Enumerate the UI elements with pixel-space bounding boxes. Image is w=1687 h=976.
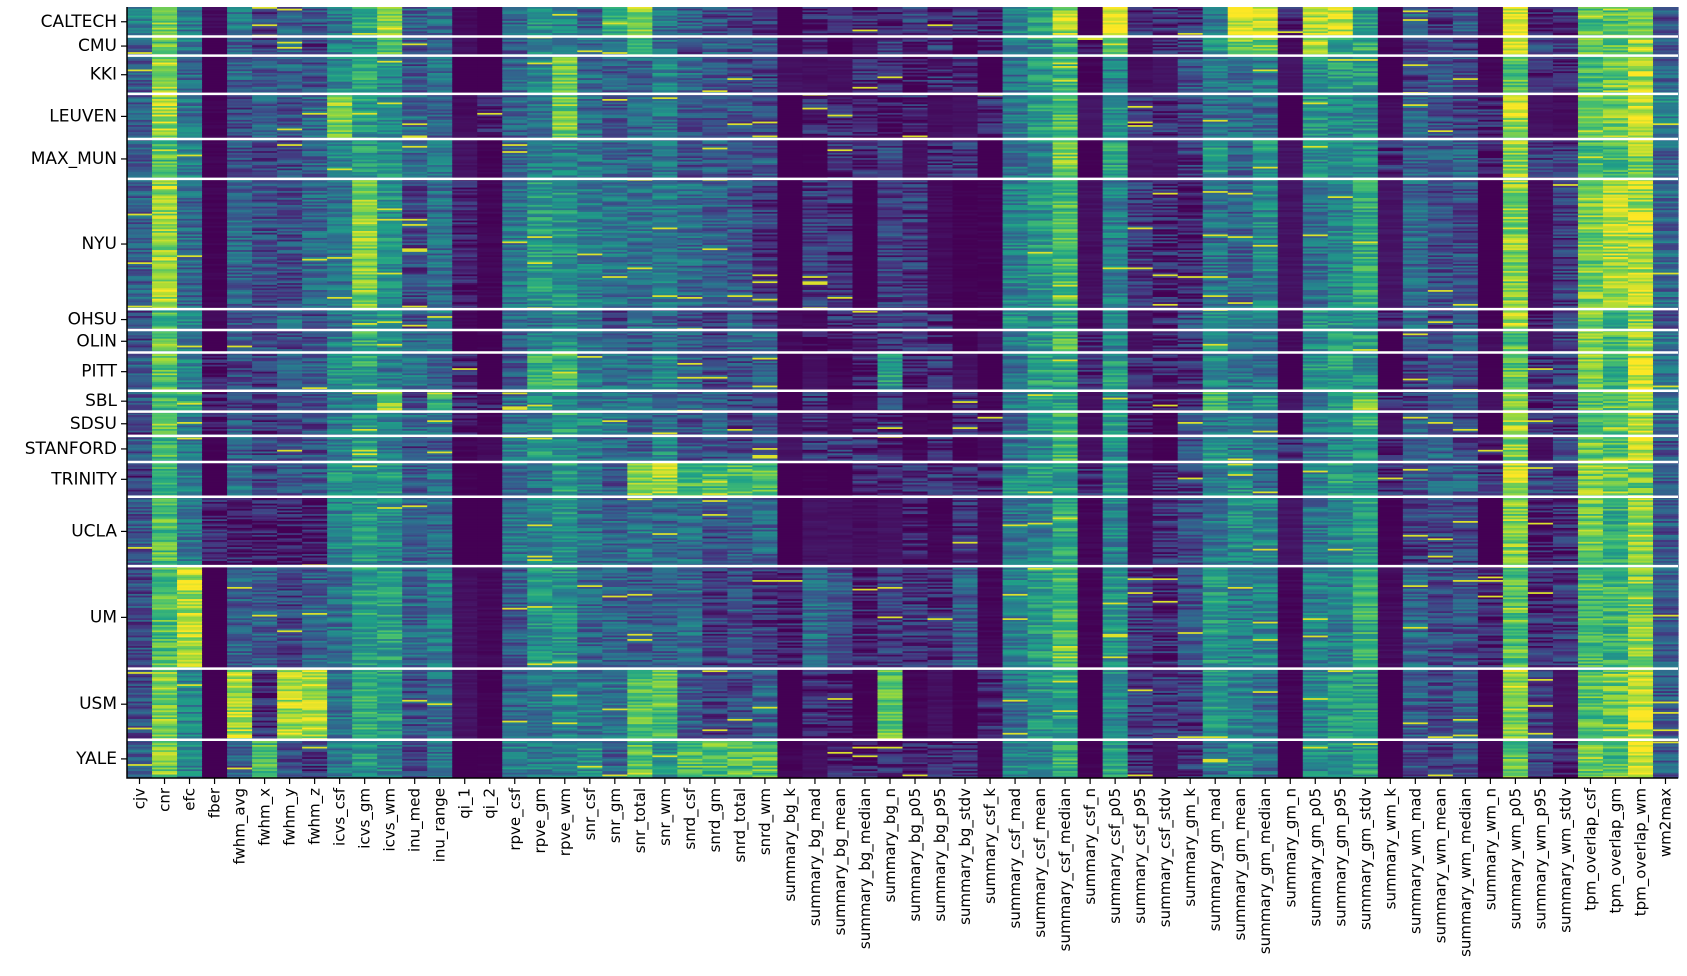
heatmap-group-cmu xyxy=(127,37,1679,57)
heatmap-group-kki xyxy=(127,56,1679,95)
heatmap-group-max_mun xyxy=(127,139,1679,179)
heatmap-cells xyxy=(127,7,1679,778)
heatmap-group-leuven xyxy=(127,94,1679,140)
heatmap-group-caltech xyxy=(127,7,1679,37)
